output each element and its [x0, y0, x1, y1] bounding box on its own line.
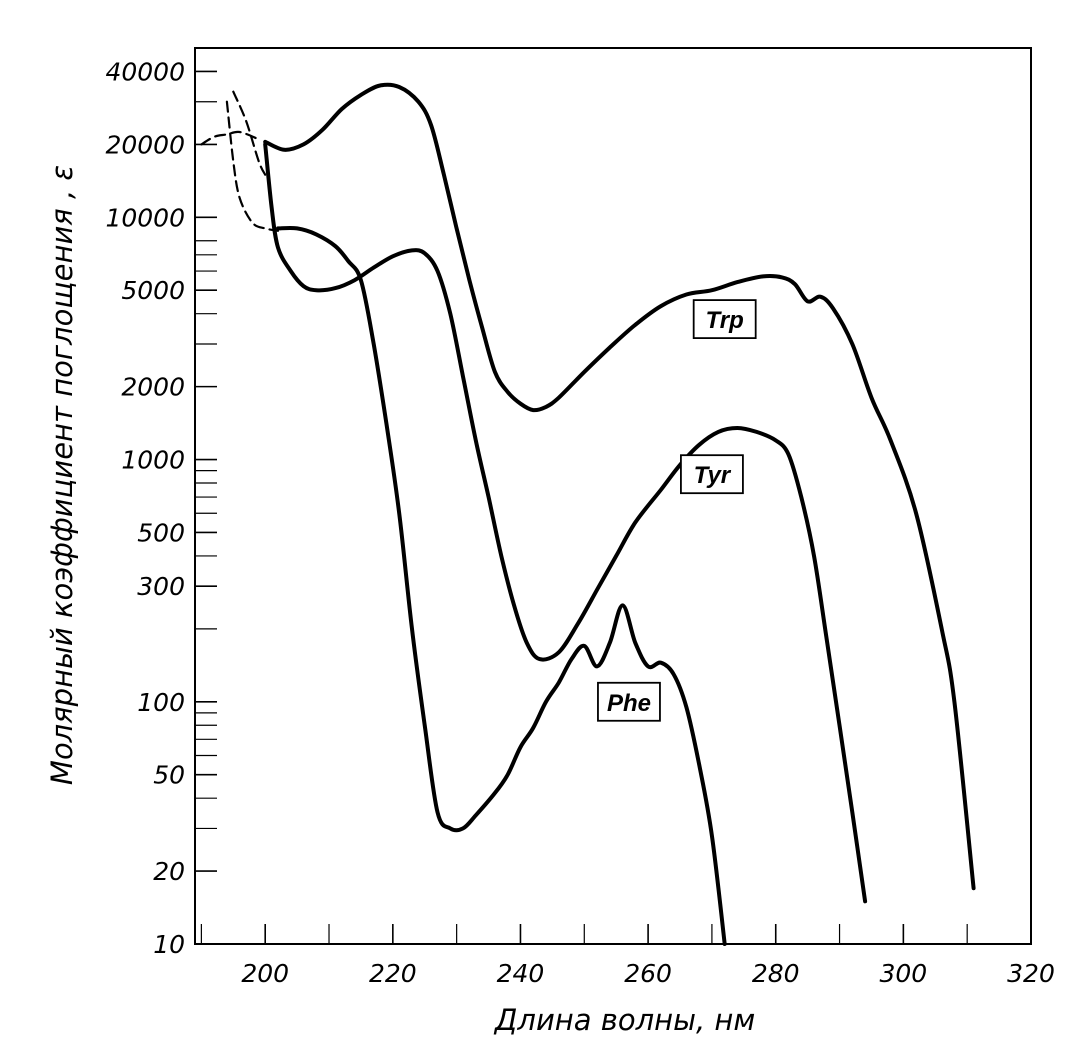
- y-tick-label: 2000: [121, 373, 185, 402]
- y-tick-label: 100: [137, 688, 185, 717]
- label-box: [692, 299, 757, 340]
- curve-labels: Trp Tyr Phe: [597, 299, 757, 722]
- y-tick-label: 20000: [105, 130, 185, 159]
- x-tick-label: 280: [752, 959, 800, 988]
- x-tick-label: 200: [241, 959, 289, 988]
- label-trp: Trp: [692, 299, 757, 340]
- y-tick-label: 5000: [121, 276, 185, 305]
- dashed-segment-5: [232, 90, 267, 176]
- y-tick-label: 50: [153, 761, 185, 790]
- y-tick-label: 40000: [105, 57, 185, 86]
- label-text: Trp: [706, 307, 744, 334]
- x-tick-label: 320: [1007, 959, 1055, 988]
- x-tick-label: 240: [497, 959, 545, 988]
- label-box: [597, 681, 661, 722]
- label-box: [680, 454, 744, 495]
- plot-frame: [194, 47, 1032, 945]
- dashed-segment-3: [200, 130, 260, 146]
- x-tick-label: 300: [880, 959, 928, 988]
- y-tick-label: 300: [137, 572, 185, 601]
- series-trp-line: [263, 82, 976, 891]
- y-tick-label: 500: [137, 518, 185, 547]
- x-tick-label: 260: [624, 959, 672, 988]
- y-tick-label: 1000: [121, 446, 185, 475]
- x-axis-ticks: 200 220 240 260 280 300 320: [200, 924, 1055, 988]
- label-tyr: Tyr: [680, 454, 744, 495]
- label-text: Tyr: [694, 462, 732, 489]
- dashed-segment-4: [225, 100, 280, 232]
- x-axis-title: Длина волны, нм: [493, 1003, 756, 1037]
- y-tick-label: 10000: [105, 203, 185, 232]
- y-tick-label: 10: [153, 930, 185, 959]
- series-phe-line: [263, 142, 868, 904]
- label-phe: Phe: [597, 681, 661, 722]
- label-text: Phe: [607, 690, 651, 717]
- x-tick-label: 220: [369, 959, 417, 988]
- y-axis-title: Молярный коэффициент поглощения , ε: [45, 165, 79, 785]
- absorption-curves: [200, 82, 976, 946]
- y-axis-ticks: 40000 20000 10000 5000 2000 1000 500 300 100 50 20…: [105, 57, 217, 959]
- y-tick-label: 20: [153, 857, 185, 886]
- series-tyr-line: [276, 225, 727, 946]
